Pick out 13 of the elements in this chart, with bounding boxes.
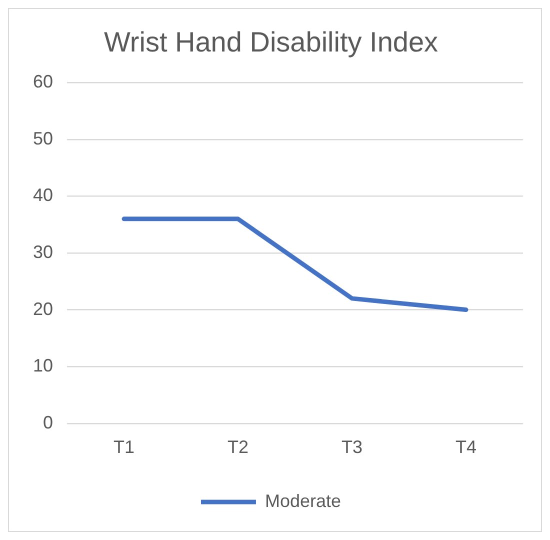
y-tick-label: 30	[32, 242, 54, 262]
y-tick-label: 20	[32, 298, 54, 319]
x-tick-label: T1	[114, 437, 135, 458]
x-tick-label: T3	[342, 437, 363, 458]
x-tick-label: T4	[455, 437, 477, 458]
y-tick-label: 40	[32, 185, 54, 206]
legend-label: Moderate	[264, 490, 342, 511]
y-tick-label: 0	[43, 412, 54, 432]
chart-title: Wrist Hand Disability Index	[104, 26, 438, 58]
y-tick-label: 50	[32, 128, 54, 148]
x-tick-label: T2	[228, 437, 249, 458]
y-tick-label: 60	[32, 72, 54, 92]
y-tick-label: 10	[32, 356, 54, 376]
